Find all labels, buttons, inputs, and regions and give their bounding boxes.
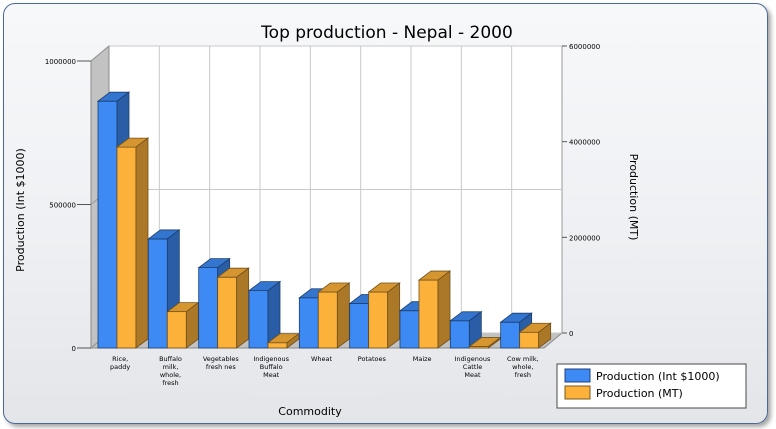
y-tick-label: 1000000 bbox=[45, 58, 76, 66]
legend-label-int: Production (Int $1000) bbox=[596, 370, 720, 383]
y2-tick-label: 0 bbox=[569, 330, 573, 338]
category-label: Buffalo milk, whole, fresh bbox=[159, 355, 182, 387]
bar-int-7 bbox=[449, 310, 483, 349]
category-label: Rice, paddy bbox=[110, 355, 130, 371]
legend: Production (Int $1000) Production (MT) bbox=[556, 363, 747, 409]
y2-axis-title: Production (MT) bbox=[627, 154, 640, 241]
category-label: Vegetables fresh nes bbox=[203, 355, 240, 371]
bar-mt-6 bbox=[417, 270, 452, 349]
bar-mt-1 bbox=[166, 301, 200, 349]
chart-title: Top production - Nepal - 2000 bbox=[260, 23, 513, 43]
category-label: Indigenous Cattle Meat bbox=[455, 355, 491, 379]
legend-swatch-mt bbox=[564, 385, 591, 400]
category-label: Maize bbox=[413, 355, 432, 363]
y2-tick-label: 4000000 bbox=[569, 139, 600, 147]
y-tick-label: 500000 bbox=[49, 202, 76, 210]
bar-mt-3 bbox=[266, 332, 301, 349]
x-axis-title: Commodity bbox=[278, 405, 342, 418]
category-labels: Rice, paddy Buffalo milk, whole, fresh Vegetab… bbox=[110, 355, 539, 387]
chart: 0 500000 1000000 0 2000000 4000000 6000000 Ric… bbox=[14, 23, 747, 418]
category-label: Wheat bbox=[311, 355, 333, 363]
bar-mt-5 bbox=[367, 282, 401, 349]
y-axis-title: Production (Int $1000) bbox=[14, 148, 27, 272]
y2-tick-label: 6000000 bbox=[569, 43, 600, 51]
bars bbox=[96, 91, 552, 349]
bar-mt-4 bbox=[317, 282, 351, 349]
chart-frame: 0 500000 1000000 0 2000000 4000000 6000000 Ric… bbox=[3, 3, 768, 424]
bar-mt-0 bbox=[115, 137, 150, 349]
category-label: Indigenous Buffalo Meat bbox=[253, 355, 289, 379]
y2-tick-label: 2000000 bbox=[569, 234, 600, 242]
grid-line-h-side bbox=[90, 45, 110, 62]
bar-mt-8 bbox=[518, 322, 552, 349]
legend-label-mt: Production (MT) bbox=[596, 387, 683, 400]
category-label: Cow milk, whole, fresh bbox=[507, 355, 539, 379]
legend-swatch-int bbox=[564, 368, 591, 383]
bar-mt-2 bbox=[216, 267, 250, 349]
tick-labels: 0 500000 1000000 0 2000000 4000000 6000000 bbox=[45, 43, 600, 353]
category-label: Potatoes bbox=[358, 355, 387, 363]
y-tick-label: 0 bbox=[72, 345, 76, 353]
